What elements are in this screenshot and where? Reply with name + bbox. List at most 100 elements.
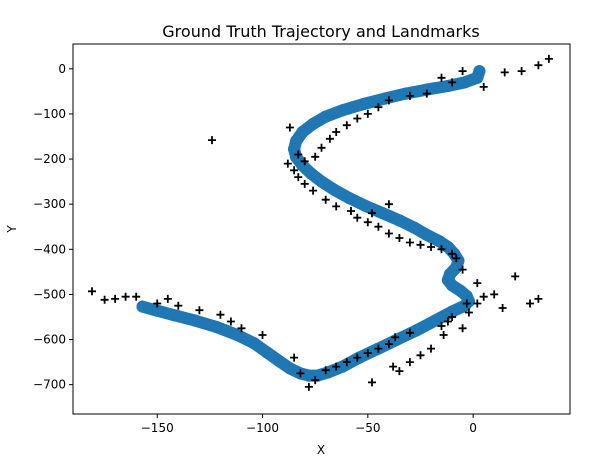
landmark-marker	[534, 294, 543, 303]
y-axis: 0 −100 −200 −300 −400 −500 −600 −700	[33, 62, 73, 392]
landmark-marker	[384, 340, 393, 349]
landmark-marker	[405, 358, 414, 367]
landmark-marker	[511, 272, 520, 281]
landmark-marker	[321, 366, 330, 375]
landmark-marker	[479, 292, 488, 301]
y-tick-label: −600	[33, 333, 66, 347]
landmark-marker	[374, 344, 383, 353]
landmark-marker	[384, 229, 393, 238]
x-tick-label: −150	[141, 421, 174, 435]
landmark-marker	[325, 134, 334, 143]
landmark-marker	[304, 382, 313, 391]
landmark-marker	[389, 362, 398, 371]
y-tick-label: −400	[33, 242, 66, 256]
landmark-marker	[427, 243, 435, 251]
landmark-marker	[443, 317, 452, 326]
landmark-marker	[353, 353, 362, 362]
landmark-marker	[458, 67, 467, 76]
landmark-marker	[317, 143, 326, 152]
landmark-marker	[490, 290, 499, 299]
landmark-marker	[300, 157, 309, 166]
landmark-marker	[311, 376, 320, 385]
landmark-marker	[300, 179, 309, 188]
landmark-marker	[405, 328, 414, 337]
landmark-marker	[363, 218, 372, 227]
y-tick-label: −200	[33, 152, 66, 166]
landmark-marker	[294, 173, 303, 182]
plot-area	[88, 54, 553, 391]
y-tick-label: −500	[33, 287, 66, 301]
y-tick-label: −300	[33, 197, 66, 211]
x-axis-label: X	[317, 443, 325, 457]
landmark-marker	[452, 254, 461, 263]
landmark-marker	[100, 295, 109, 304]
landmark-marker	[534, 61, 543, 70]
landmark-marker	[237, 324, 246, 333]
landmark-marker	[517, 67, 526, 76]
landmark-marker	[448, 249, 457, 258]
landmark-marker	[405, 91, 414, 100]
landmark-marker	[285, 123, 294, 132]
landmark-marker	[427, 344, 435, 353]
landmark-marker	[416, 240, 425, 249]
landmark-marker	[121, 292, 130, 301]
landmark-marker	[132, 292, 141, 301]
landmark-marker	[163, 294, 172, 303]
landmark-marker	[368, 209, 376, 218]
landmark-marker	[309, 186, 318, 195]
landmark-marker	[353, 114, 362, 123]
landmark-marker	[439, 331, 448, 339]
landmark-marker	[363, 349, 372, 358]
landmark-marker	[296, 369, 305, 378]
landmark-marker	[422, 89, 431, 98]
landmark-marker	[342, 121, 351, 130]
landmark-marker	[448, 78, 457, 87]
landmark-marker	[332, 362, 341, 371]
landmark-marker	[342, 358, 351, 367]
landmark-marker	[458, 265, 467, 274]
y-tick-label: −100	[33, 107, 66, 121]
x-axis: −150 −100 −50 0	[141, 414, 477, 435]
landmark-marker	[448, 313, 457, 321]
landmark-marker	[195, 306, 204, 315]
landmark-marker	[437, 322, 446, 330]
landmark-marker	[416, 351, 425, 360]
landmark-marker	[283, 159, 292, 168]
landmark-marker	[332, 202, 341, 211]
landmark-marker	[290, 166, 299, 175]
landmark-marker	[384, 96, 393, 105]
landmark-marker	[111, 294, 120, 303]
x-tick-label: −100	[246, 421, 279, 435]
landmark-marker	[458, 324, 467, 333]
landmark-marker	[374, 222, 383, 231]
landmark-marker	[473, 279, 482, 288]
landmark-marker	[294, 150, 303, 159]
landmark-marker	[226, 317, 235, 326]
landmark-marker	[374, 103, 383, 112]
axes-frame	[72, 43, 571, 415]
landmark-marker	[208, 136, 216, 145]
landmark-marker	[391, 333, 400, 342]
landmark-marker	[526, 299, 534, 308]
chart-title: Ground Truth Trajectory and Landmarks	[162, 22, 479, 41]
landmark-marker	[500, 68, 509, 77]
landmark-marker	[544, 54, 553, 63]
landmark-marker	[153, 299, 162, 308]
y-tick-label: 0	[58, 62, 66, 76]
landmark-marker	[462, 299, 471, 308]
landmark-marker	[88, 287, 96, 296]
trajectory-point	[136, 300, 149, 313]
landmark-marker	[174, 301, 183, 310]
landmark-marker	[384, 200, 393, 209]
landmark-marker	[464, 308, 473, 317]
x-tick-label: 0	[469, 421, 477, 435]
landmark-marker	[353, 213, 362, 222]
landmark-marker	[311, 152, 320, 161]
landmark-marker	[473, 299, 482, 308]
landmark-marker	[258, 331, 267, 339]
landmark-marker	[437, 245, 446, 254]
x-tick-label: −50	[355, 421, 380, 435]
y-axis-label: Y	[5, 225, 19, 234]
landmark-marker	[321, 195, 330, 204]
